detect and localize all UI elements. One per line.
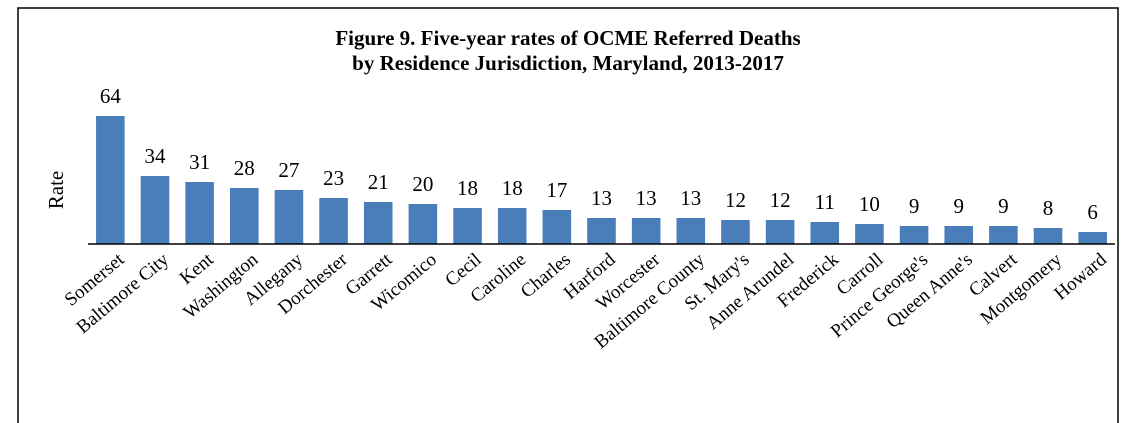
chart-border [17, 7, 1119, 423]
data-label: 64 [100, 84, 122, 108]
data-label: 31 [189, 150, 210, 174]
bar [274, 190, 304, 244]
bar [899, 226, 929, 244]
data-label: 23 [323, 166, 344, 190]
data-label: 34 [144, 144, 166, 168]
bar [497, 208, 527, 244]
data-label: 18 [457, 176, 478, 200]
data-label: 21 [368, 170, 389, 194]
data-label: 9 [953, 194, 964, 218]
bar [810, 222, 840, 244]
chart-title: Figure 9. Five-year rates of OCME Referr… [335, 26, 800, 50]
data-label: 13 [636, 186, 657, 210]
data-label: 13 [591, 186, 612, 210]
data-label: 12 [725, 188, 746, 212]
bar [855, 224, 884, 244]
data-label: 10 [859, 192, 880, 216]
bar [185, 182, 214, 244]
bar [229, 188, 259, 244]
bar [140, 176, 170, 244]
bar [319, 198, 348, 244]
data-label: 28 [234, 156, 255, 180]
data-label: 18 [502, 176, 523, 200]
data-label: 20 [412, 172, 433, 196]
bar [96, 116, 125, 244]
data-label: 6 [1087, 200, 1098, 224]
data-label: 9 [909, 194, 920, 218]
data-label: 27 [278, 158, 299, 182]
y-axis-label: Rate [44, 171, 68, 209]
x-tick-label: Howard [1050, 249, 1111, 305]
bar [944, 226, 974, 244]
data-label: 17 [546, 178, 567, 202]
data-label: 8 [1043, 196, 1054, 220]
bar [453, 208, 482, 244]
bar [989, 226, 1018, 244]
data-label: 12 [770, 188, 791, 212]
bar [587, 218, 616, 244]
bar [765, 220, 795, 244]
data-label: 13 [680, 186, 701, 210]
data-label: 9 [998, 194, 1009, 218]
data-label: 11 [815, 190, 835, 214]
bar [542, 210, 572, 244]
bar [408, 204, 438, 244]
bar [363, 202, 393, 244]
bar [1033, 228, 1063, 244]
bar [721, 220, 750, 244]
bar [631, 218, 661, 244]
bar [676, 218, 706, 244]
bar [1078, 232, 1107, 244]
chart-title: by Residence Jurisdiction, Maryland, 201… [352, 51, 784, 75]
